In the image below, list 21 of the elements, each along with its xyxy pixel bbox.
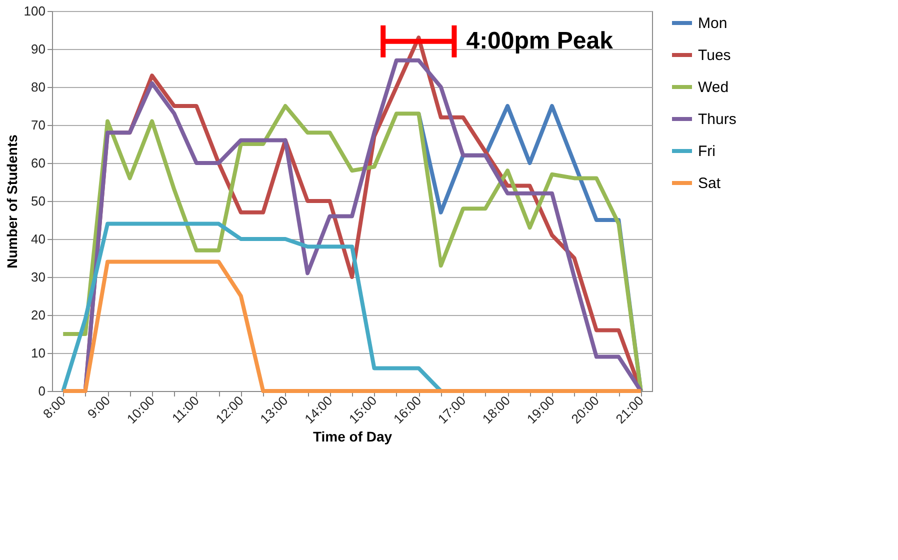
legend-label: Fri	[698, 143, 716, 160]
y-tick-label: 100	[24, 4, 46, 18]
legend-label: Thurs	[698, 111, 736, 128]
y-tick-label: 60	[31, 156, 46, 170]
y-tick-label: 80	[31, 80, 46, 94]
y-tick-label: 10	[31, 346, 46, 360]
x-axis-title: Time of Day	[312, 428, 392, 444]
y-tick-label: 90	[31, 42, 46, 56]
y-tick-label: 40	[31, 232, 46, 246]
y-tick-label: 50	[31, 194, 46, 208]
legend-label: Sat	[698, 175, 722, 192]
y-tick-label: 20	[31, 308, 46, 322]
y-axis-title: Number of Students	[4, 134, 20, 268]
legend-label: Wed	[698, 79, 729, 96]
legend-label: Tues	[698, 47, 731, 64]
legend-label: Mon	[698, 15, 728, 32]
y-tick-label: 0	[38, 384, 46, 398]
y-tick-label: 30	[31, 270, 46, 284]
x-tick-label: 9:00	[84, 392, 114, 422]
y-tick-label: 70	[31, 118, 46, 132]
annotation: 4:00pm Peak	[466, 27, 614, 54]
